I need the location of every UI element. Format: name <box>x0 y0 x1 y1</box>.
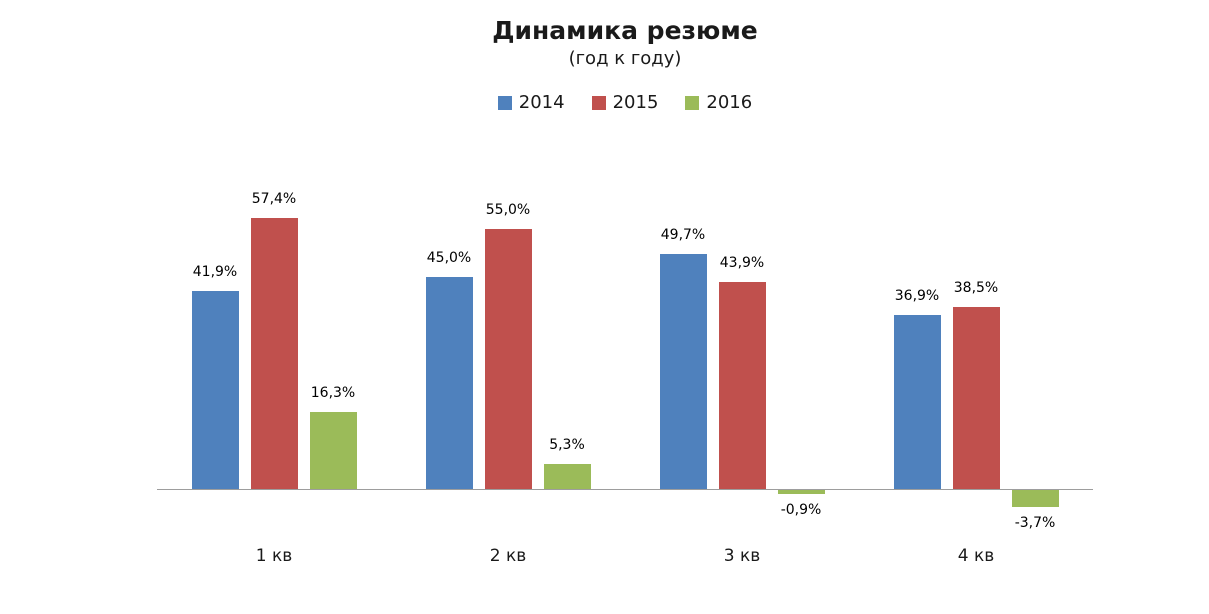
legend-label: 2016 <box>706 92 753 113</box>
bar-2015-4-кв <box>952 307 1000 489</box>
data-label-2014-4-кв: 36,9% <box>894 287 940 304</box>
legend-swatch-2014 <box>497 95 512 110</box>
data-label-2016-1-кв: 16,3% <box>310 385 356 402</box>
category-label-4-кв: 4 кв <box>957 546 995 566</box>
bar-2014-4-кв <box>893 314 941 489</box>
chart-subtitle: (год к году) <box>568 48 682 69</box>
bar-2016-4-кв <box>1011 490 1059 508</box>
data-label-2014-3-кв: 49,7% <box>660 227 706 244</box>
data-label-2015-3-кв: 43,9% <box>719 254 765 271</box>
bar-2014-2-кв <box>425 276 473 489</box>
legend-swatch-2016 <box>685 95 700 110</box>
data-label-2014-1-кв: 41,9% <box>192 264 238 281</box>
data-label-2016-3-кв: -0,9% <box>780 502 822 519</box>
legend-item-2016: 2016 <box>685 92 752 113</box>
data-label-2015-4-кв: 38,5% <box>953 280 999 297</box>
legend-item-2015: 2015 <box>591 92 659 113</box>
category-label-2-кв: 2 кв <box>489 546 527 566</box>
chart-header: Динамика резюме (год к году) 2014 2015 201… <box>41 16 1209 113</box>
legend-item-2014: 2014 <box>497 92 565 113</box>
bar-2014-1-кв <box>191 291 239 489</box>
bar-2015-2-кв <box>484 229 532 489</box>
data-label-2014-2-кв: 45,0% <box>426 249 472 266</box>
legend: 2014 2015 2016 <box>41 92 1209 113</box>
legend-label: 2015 <box>612 92 659 113</box>
data-label-2015-2-кв: 55,0% <box>485 202 531 219</box>
bar-2015-3-кв <box>718 281 766 489</box>
data-label-2015-1-кв: 57,4% <box>251 191 297 208</box>
bar-2016-2-кв <box>543 463 591 489</box>
legend-label: 2014 <box>518 92 565 113</box>
legend-swatch-2015 <box>591 95 606 110</box>
bar-2016-3-кв <box>777 490 825 495</box>
x-axis-line <box>157 489 1093 490</box>
bar-2014-3-кв <box>659 254 707 489</box>
bar-2016-1-кв <box>309 412 357 489</box>
bar-2015-1-кв <box>250 218 298 489</box>
category-label-1-кв: 1 кв <box>255 546 293 566</box>
data-label-2016-4-кв: -3,7% <box>1014 515 1056 532</box>
data-label-2016-2-кв: 5,3% <box>549 436 585 453</box>
chart-title: Динамика резюме <box>492 16 758 45</box>
category-label-3-кв: 3 кв <box>723 546 761 566</box>
